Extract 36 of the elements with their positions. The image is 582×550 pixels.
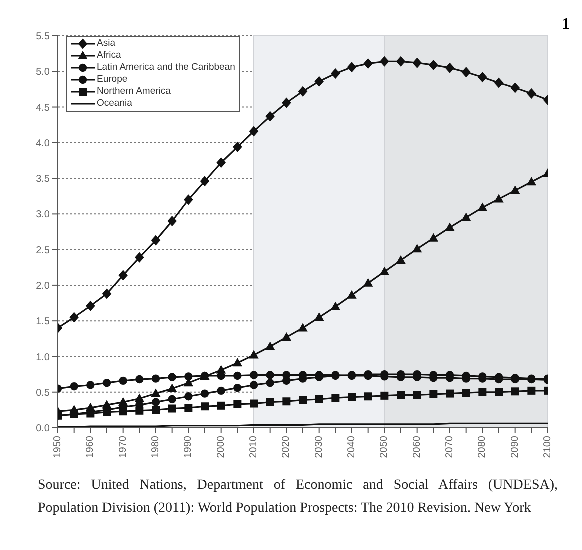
x-tick-label: 2020 <box>281 436 292 458</box>
y-tick-label: 4.0 <box>36 138 50 150</box>
x-tick-label: 1960 <box>85 436 96 458</box>
y-tick-label: 4.5 <box>36 102 50 114</box>
x-tick-label: 2040 <box>346 436 358 458</box>
x-tick-label: 2010 <box>248 436 260 458</box>
source-note: Source: United Nations, Department of Economic and Social Affairs (UNDESA), Population Division (2011): World Population Prospects: The 2010 Revision. New York <box>38 477 558 518</box>
x-tick-label: 2100 <box>542 436 554 458</box>
y-tick-label: 0.0 <box>36 424 50 435</box>
y-tick-label: 0.5 <box>36 388 50 399</box>
x-tick-label: 2000 <box>216 436 227 458</box>
x-tick-label: 2030 <box>314 436 325 458</box>
y-tick-label: 3.0 <box>36 210 50 221</box>
x-tick-label: 1980 <box>150 436 162 458</box>
legend-label: Latin America and the Caribbean <box>97 62 236 74</box>
y-tick-label: 2.5 <box>36 245 50 256</box>
y-tick-label: 5.5 <box>36 32 50 43</box>
x-tick-label: 1970 <box>118 436 129 458</box>
y-tick-label: 1.0 <box>36 352 50 364</box>
legend-label: Africa <box>97 50 122 62</box>
x-tick-label: 2060 <box>412 436 423 458</box>
legend-label: Asia <box>97 38 116 50</box>
x-tick-label: 1990 <box>183 436 194 458</box>
x-tick-label: 2090 <box>510 436 521 458</box>
x-tick-label: 2080 <box>477 436 488 458</box>
x-tick-label: 2050 <box>379 436 390 458</box>
legend-label: Europe <box>97 74 128 86</box>
y-tick-label: 2.0 <box>36 281 50 292</box>
y-tick-label: 1.5 <box>36 316 50 328</box>
x-tick-label: 2070 <box>444 436 456 458</box>
text: 1 <box>562 16 570 34</box>
y-tick-label: 5.0 <box>36 67 50 78</box>
legend-label: Northern America <box>97 86 171 98</box>
legend-label: Oceania <box>97 98 132 110</box>
x-tick-label: 1950 <box>52 436 64 458</box>
y-tick-label: 3.5 <box>36 174 50 186</box>
